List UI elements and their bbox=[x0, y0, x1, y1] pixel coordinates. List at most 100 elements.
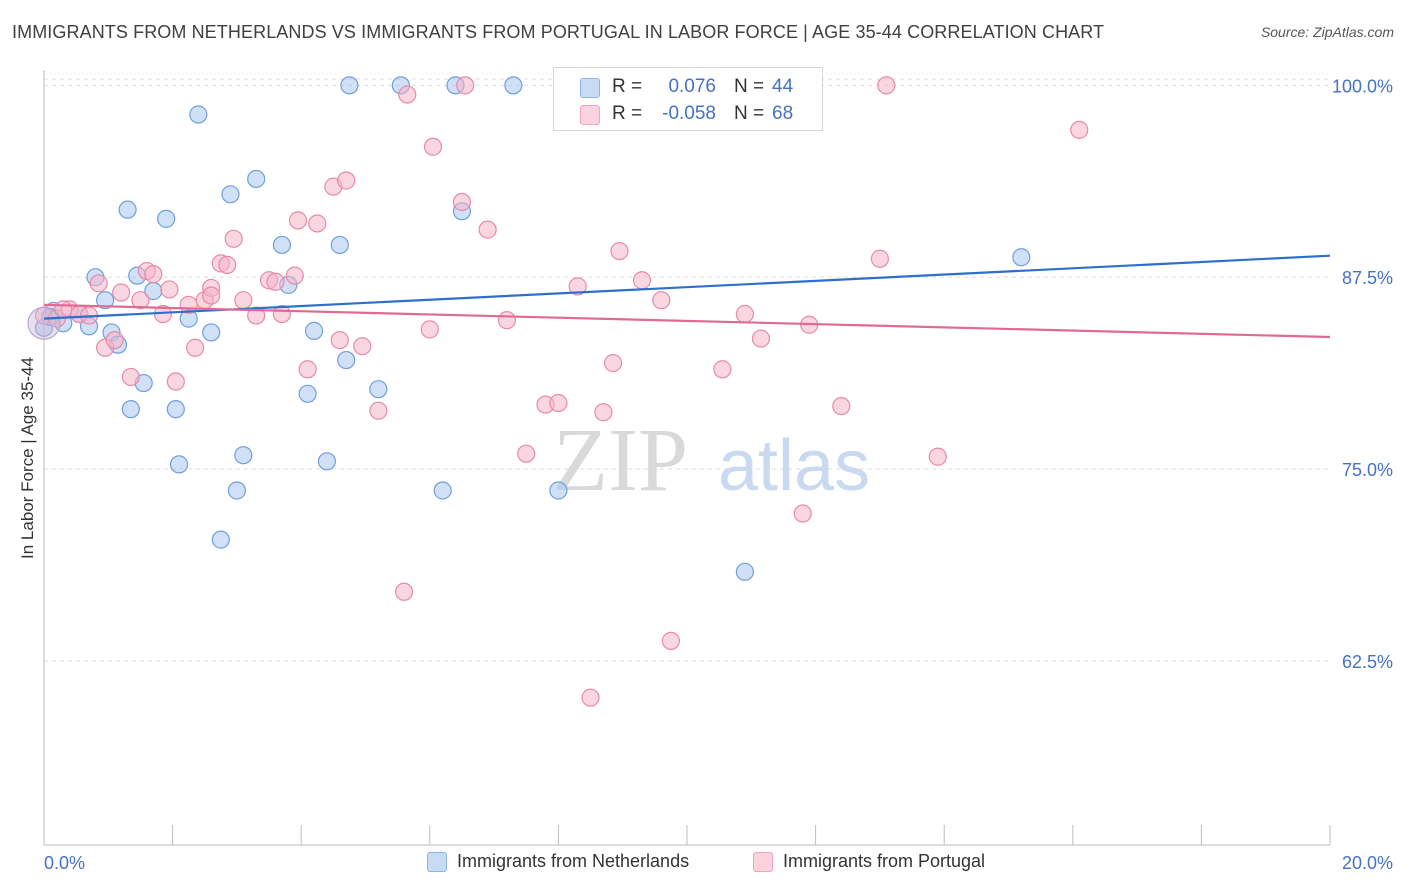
netherlands-point bbox=[169, 455, 189, 474]
portugal-point bbox=[456, 76, 475, 95]
y-tick-label: 62.5% bbox=[1342, 652, 1393, 672]
portugal-point bbox=[568, 277, 587, 296]
portugal-point bbox=[337, 171, 356, 190]
netherlands-swatch bbox=[580, 78, 600, 98]
netherlands-trend-line bbox=[43, 254, 1331, 320]
portugal-point bbox=[394, 582, 414, 601]
netherlands-point bbox=[202, 323, 221, 342]
portugal-point bbox=[234, 291, 253, 310]
n-label: N = bbox=[734, 76, 765, 97]
portugal-swatch bbox=[753, 851, 773, 872]
portugal-point bbox=[632, 271, 652, 290]
netherlands-point bbox=[157, 209, 176, 228]
x-tick-label: 20.0% bbox=[1342, 853, 1393, 873]
r-label: R = bbox=[612, 76, 643, 97]
portugal-point bbox=[218, 255, 237, 275]
netherlands-point bbox=[298, 384, 317, 403]
netherlands-point bbox=[304, 321, 324, 340]
portugal-point bbox=[112, 283, 131, 302]
r-value: 0.076 bbox=[668, 76, 716, 97]
portugal-point bbox=[594, 403, 613, 422]
data-points bbox=[27, 76, 1089, 707]
stats-row-portugal: R = -0.058 N = 68 bbox=[554, 100, 822, 128]
portugal-point bbox=[202, 286, 221, 305]
trend-lines bbox=[43, 254, 1331, 339]
netherlands-point bbox=[549, 481, 568, 500]
portugal-point bbox=[285, 266, 304, 285]
legend-label: Immigrants from Netherlands bbox=[457, 851, 690, 871]
netherlands-point bbox=[330, 235, 349, 255]
r-value: -0.058 bbox=[662, 103, 716, 124]
portugal-point bbox=[610, 241, 629, 261]
netherlands-point bbox=[189, 105, 208, 124]
portugal-point bbox=[89, 274, 108, 293]
chart-title: IMMIGRANTS FROM NETHERLANDS VS IMMIGRANT… bbox=[12, 22, 1105, 42]
portugal-point bbox=[870, 249, 890, 268]
portugal-point bbox=[1070, 120, 1089, 139]
portugal-trend-line bbox=[43, 303, 1331, 339]
portugal-point bbox=[581, 688, 600, 707]
netherlands-point bbox=[221, 185, 240, 204]
source-label: Source: ZipAtlas.com bbox=[1260, 24, 1394, 40]
netherlands-point bbox=[118, 200, 137, 219]
netherlands-point bbox=[340, 76, 359, 95]
x-tick-label: 0.0% bbox=[44, 853, 85, 873]
netherlands-point bbox=[227, 481, 246, 500]
netherlands-point bbox=[166, 400, 185, 419]
portugal-point bbox=[793, 504, 812, 523]
gridlines bbox=[44, 78, 1330, 662]
portugal-point bbox=[398, 85, 417, 104]
watermark: ZIP atlas bbox=[553, 411, 870, 510]
netherlands-point bbox=[504, 76, 523, 95]
watermark-zip: ZIP bbox=[553, 411, 688, 510]
portugal-point bbox=[186, 338, 205, 357]
portugal-point bbox=[832, 396, 851, 416]
netherlands-point bbox=[735, 562, 754, 581]
portugal-point bbox=[497, 311, 517, 330]
portugal-point bbox=[661, 631, 681, 650]
netherlands-swatch bbox=[427, 851, 447, 872]
netherlands-point bbox=[317, 452, 337, 471]
portugal-point bbox=[308, 214, 327, 233]
portugal-point bbox=[735, 304, 754, 324]
netherlands-point bbox=[247, 169, 266, 189]
portugal-point bbox=[166, 372, 185, 391]
portugal-point bbox=[420, 320, 439, 339]
portugal-point bbox=[353, 337, 372, 356]
netherlands-point bbox=[211, 530, 230, 549]
portugal-point bbox=[160, 280, 179, 299]
legend-item-netherlands[interactable]: Immigrants from Netherlands bbox=[427, 851, 689, 872]
y-tick-label: 100.0% bbox=[1332, 76, 1393, 96]
portugal-point bbox=[369, 401, 388, 420]
portugal-point bbox=[121, 367, 140, 387]
portugal-swatch bbox=[580, 105, 600, 125]
y-tick-label: 75.0% bbox=[1342, 460, 1393, 480]
portugal-point bbox=[877, 76, 896, 95]
netherlands-point bbox=[369, 380, 388, 399]
portugal-point bbox=[652, 291, 671, 310]
n-value: 68 bbox=[772, 103, 794, 124]
netherlands-point bbox=[337, 350, 356, 370]
n-value: 44 bbox=[772, 76, 794, 97]
legend-item-portugal[interactable]: Immigrants from Portugal bbox=[753, 851, 985, 872]
r-label: R = bbox=[612, 103, 643, 124]
portugal-point bbox=[131, 291, 150, 310]
portugal-point bbox=[423, 137, 443, 156]
netherlands-point bbox=[433, 481, 452, 500]
tick-labels: 62.5% 75.0% 87.5% 100.0% 0.0% 20.0% bbox=[44, 76, 1393, 873]
portugal-point bbox=[266, 272, 285, 291]
portugal-point bbox=[713, 360, 732, 379]
netherlands-point bbox=[272, 235, 292, 255]
portugal-point bbox=[224, 229, 243, 248]
netherlands-point bbox=[234, 446, 253, 465]
portugal-point bbox=[603, 354, 623, 373]
netherlands-point bbox=[121, 400, 140, 419]
portugal-point bbox=[928, 447, 947, 466]
portugal-point bbox=[105, 330, 124, 350]
legend: Immigrants from Netherlands Immigrants f… bbox=[0, 851, 1406, 879]
portugal-point bbox=[517, 444, 536, 463]
netherlands-point bbox=[1012, 248, 1031, 267]
stats-row-netherlands: R = 0.076 N = 44 bbox=[554, 73, 822, 101]
y-tick-label: 87.5% bbox=[1342, 268, 1393, 288]
